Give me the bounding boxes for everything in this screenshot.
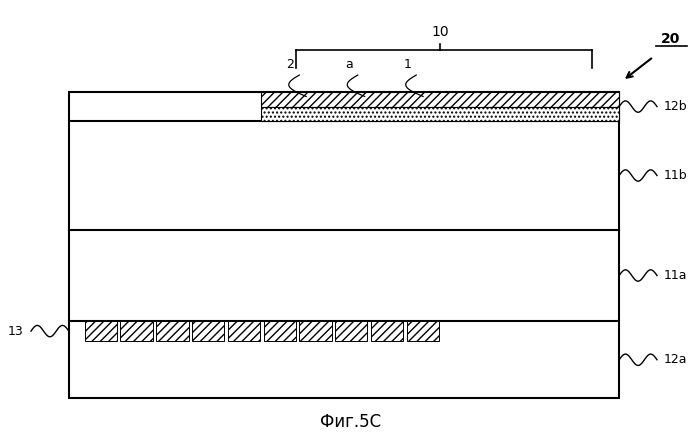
Bar [299,322,331,341]
Text: 10: 10 [431,25,449,39]
Bar [335,322,368,341]
Text: 1: 1 [403,58,411,71]
Bar [69,92,619,398]
Text: a: a [345,58,353,71]
Bar [261,92,619,107]
Text: 2: 2 [287,58,294,71]
Bar [371,322,403,341]
Bar [85,322,117,341]
Bar [192,322,224,341]
Bar [261,107,619,121]
Text: 11b: 11b [664,169,688,182]
Bar [264,322,296,341]
Bar [120,322,153,341]
Bar [156,322,189,341]
Text: 12b: 12b [664,100,688,113]
Text: 12a: 12a [664,353,687,366]
Text: 20: 20 [661,32,680,46]
Bar [228,322,260,341]
Text: Фиг.5C: Фиг.5C [320,413,382,431]
Text: 13: 13 [8,325,24,338]
Text: 11a: 11a [664,269,687,282]
Bar [407,322,439,341]
